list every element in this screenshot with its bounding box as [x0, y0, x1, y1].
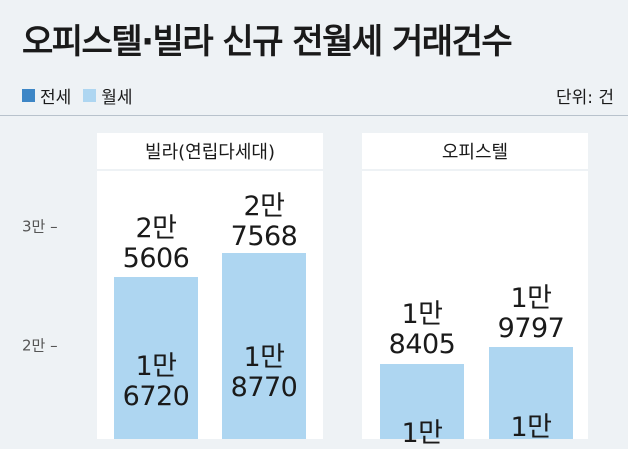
legend-label-wolse: 월세 — [101, 88, 133, 108]
value-man: 1만 — [401, 299, 443, 330]
bar-officetel-1 — [380, 364, 464, 439]
legend-item-wolse: 월세 — [83, 83, 133, 108]
value-man: 1만 — [510, 412, 552, 443]
value-label-total-villa-2: 2만 7568 — [204, 192, 324, 252]
value-rest: 9797 — [497, 313, 565, 344]
value-man: 1만 — [135, 351, 177, 382]
divider — [0, 115, 628, 116]
value-rest: 5606 — [122, 243, 190, 274]
value-man: 2만 — [135, 213, 177, 244]
legend-label-jeonse: 전세 — [40, 88, 72, 108]
legend-swatch-jeonse — [22, 89, 35, 102]
value-label-total-villa-1: 2만 5606 — [96, 214, 216, 274]
legend-swatch-wolse — [83, 89, 97, 102]
bar-villa-2 — [222, 253, 306, 439]
unit-label: 단위: 건 — [555, 88, 614, 108]
value-man: 1만 — [401, 418, 443, 449]
value-label-total-officetel-2: 1만 9797 — [471, 284, 591, 344]
value-label-wolse-officetel-2: 1만 — [471, 413, 591, 443]
legend: 전세 월세 — [22, 83, 145, 108]
value-rest: 6720 — [122, 381, 190, 412]
value-man: 2만 — [243, 191, 285, 222]
value-label-wolse-villa-1: 1만 6720 — [96, 352, 216, 412]
y-tick-30000: 3만 – — [22, 217, 58, 236]
panel-header-villa: 빌라(연립다세대) — [97, 133, 323, 169]
value-man: 1만 — [510, 283, 552, 314]
legend-item-jeonse: 전세 — [22, 83, 71, 108]
bar-officetel-2 — [489, 347, 573, 439]
y-tick-20000: 2만 – — [22, 336, 58, 355]
panel-header-officetel: 오피스텔 — [362, 133, 588, 169]
value-man: 1만 — [243, 342, 285, 373]
value-label-wolse-villa-2: 1만 8770 — [204, 343, 324, 403]
bar-villa-1 — [114, 277, 198, 439]
value-rest: 8405 — [388, 329, 456, 360]
value-rest: 7568 — [230, 221, 298, 252]
value-label-wolse-officetel-1: 1만 — [362, 419, 482, 449]
value-label-total-officetel-1: 1만 8405 — [362, 300, 482, 360]
value-rest: 8770 — [230, 372, 298, 403]
chart-title: 오피스텔·빌라 신규 전월세 거래건수 — [22, 22, 513, 62]
